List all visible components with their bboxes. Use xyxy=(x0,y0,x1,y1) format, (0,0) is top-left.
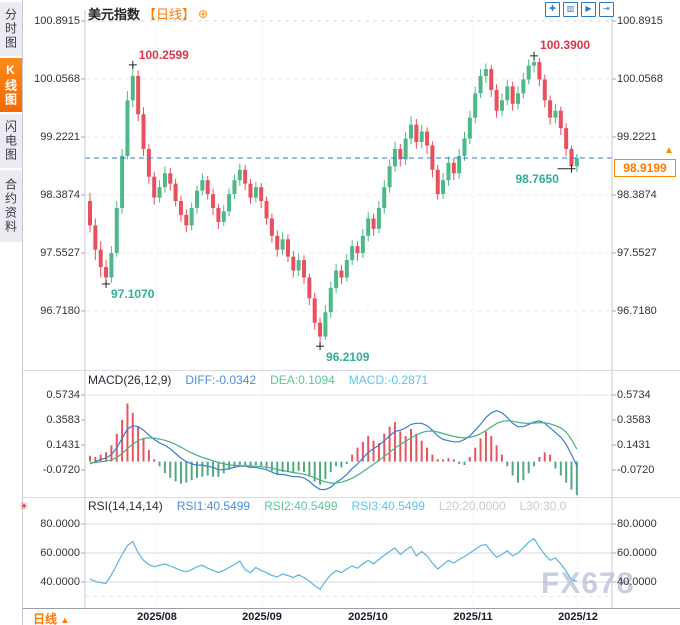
add-compare-icon[interactable]: ⊕ xyxy=(198,6,209,21)
x-axis-label: 2025/11 xyxy=(453,611,493,623)
rsi-title: RSI(14,14,14) xyxy=(88,499,163,513)
rsi-axis-label-right: 80.0000 xyxy=(617,518,657,530)
macd-title: MACD(26,12,9) xyxy=(88,373,172,387)
price-axis-label-left: 100.0568 xyxy=(34,72,80,85)
x-axis-label: 2025/10 xyxy=(348,611,388,623)
sidebar: 分时图 K线图 闪电图 合约资料 xyxy=(0,0,23,625)
price-axis-label-left: 96.7180 xyxy=(40,304,80,317)
measure-icon[interactable]: ▥ xyxy=(563,2,578,17)
macd-axis-label-left: 0.5734 xyxy=(46,388,80,401)
chart-title-row: 美元指数 【日线】 ⊕ xyxy=(88,4,208,23)
sidebar-item-time-chart[interactable]: 分时图 xyxy=(0,2,22,57)
x-axis-label: 2025/09 xyxy=(242,611,282,623)
price-axis-label-left: 100.8915 xyxy=(34,15,80,27)
crosshair-icon[interactable]: ✚ xyxy=(545,2,560,17)
price-annotation: 98.7650 xyxy=(515,171,559,186)
macd-hist-value: MACD:-0.2871 xyxy=(348,373,429,387)
price-annotation: 100.2599 xyxy=(138,47,189,62)
macd-axis-label-right: 0.1431 xyxy=(617,438,651,451)
sidebar-item-kline-chart[interactable]: K线图 xyxy=(0,58,22,113)
price-axis-label-right: 97.5527 xyxy=(617,246,657,259)
rsi-axis-label-right: 40.0000 xyxy=(617,576,657,588)
macd-axis-label-left: 0.3583 xyxy=(46,413,80,426)
macd-axis-label-right: 0.5734 xyxy=(617,388,651,401)
rsi-l20-value: L20:20.0000 xyxy=(438,499,506,513)
x-axis-label: 2025/12 xyxy=(558,611,598,623)
period-selector[interactable]: 日线 ▲ xyxy=(33,610,69,625)
rsi1-value: RSI1:40.5499 xyxy=(176,499,251,513)
price-annotation: 96.2109 xyxy=(326,350,370,365)
macd-diff-value: DIFF:-0.0342 xyxy=(185,373,257,387)
price-annotation: 100.3900 xyxy=(540,37,591,52)
playback-icon[interactable]: ▶ xyxy=(581,2,596,17)
exit-icon[interactable]: ⇥ xyxy=(599,2,614,17)
price-axis-label-right: 100.8915 xyxy=(617,15,663,27)
price-axis-label-left: 99.2221 xyxy=(40,130,80,143)
symbol-title: 美元指数 xyxy=(88,7,141,22)
macd-axis-label-left: 0.1431 xyxy=(46,438,80,451)
chart-toolbar: ✚ ▥ ▶ ⇥ xyxy=(545,2,614,17)
price-axis-label-right: 99.2221 xyxy=(617,130,657,143)
period-selector-arrow-icon: ▲ xyxy=(60,615,70,625)
time-axis-bar xyxy=(0,608,680,625)
macd-axis-label-left: -0.0720 xyxy=(42,463,80,476)
sidebar-item-lightning-chart[interactable]: 闪电图 xyxy=(0,114,22,169)
price-up-arrow-icon: ▲ xyxy=(664,145,674,156)
price-axis-label-right: 96.7180 xyxy=(617,304,657,317)
rsi-axis-label-left: 40.0000 xyxy=(40,576,80,588)
price-axis-label-right: 100.0568 xyxy=(617,72,663,85)
price-annotation: 97.1070 xyxy=(111,286,155,301)
rsi-axis-label-right: 60.0000 xyxy=(617,547,657,559)
price-axis-label-right: 98.3874 xyxy=(617,188,657,201)
watermark: FX678 xyxy=(541,567,635,600)
rsi-header: RSI(14,14,14) RSI1:40.5499 RSI2:40.5499 … xyxy=(88,499,566,513)
rsi-axis-label-left: 80.0000 xyxy=(40,518,80,530)
macd-axis-label-right: -0.0720 xyxy=(617,463,655,476)
last-price-badge: 98.9199 xyxy=(614,159,676,177)
macd-header: MACD(26,12,9) DIFF:-0.0342 DEA:0.1094 MA… xyxy=(88,373,428,387)
rsi2-value: RSI2:40.5499 xyxy=(264,499,338,513)
indicator-alert-icon[interactable]: ☀ xyxy=(19,501,29,513)
price-axis-label-left: 98.3874 xyxy=(40,188,80,201)
macd-axis-label-right: 0.3583 xyxy=(617,413,651,426)
rsi-l30-value: L30:30.0 xyxy=(519,499,567,513)
x-axis-label: 2025/08 xyxy=(137,611,177,623)
price-axis-label-left: 97.5527 xyxy=(40,246,80,259)
macd-dea-value: DEA:0.1094 xyxy=(270,373,335,387)
period-selector-label: 日线 xyxy=(33,612,58,625)
period-tag: 【日线】 xyxy=(143,7,196,22)
rsi3-value: RSI3:40.5499 xyxy=(351,499,425,513)
rsi-axis-label-left: 60.0000 xyxy=(40,547,80,559)
sidebar-item-contract-info[interactable]: 合约资料 xyxy=(0,170,22,243)
